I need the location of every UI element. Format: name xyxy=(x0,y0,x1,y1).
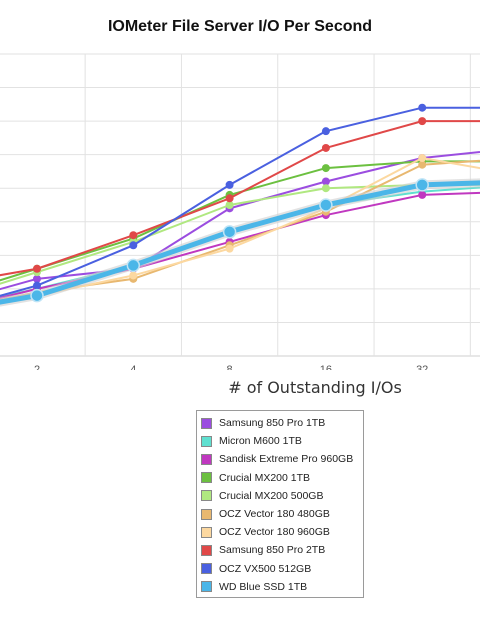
legend-label: Samsung 850 Pro 2TB xyxy=(219,544,326,557)
data-point xyxy=(129,271,138,280)
data-point xyxy=(415,178,429,192)
legend-label: OCZ VX500 512GB xyxy=(219,562,312,575)
legend-item: WD Blue SSD 1TB xyxy=(201,578,363,596)
series-line xyxy=(0,180,480,305)
data-point xyxy=(321,143,330,152)
data-point xyxy=(321,184,330,193)
series-micron-m600-1tb xyxy=(0,186,480,298)
legend-item: Sandisk Extreme Pro 960GB xyxy=(201,450,363,468)
series-sandisk-extreme-pro-960gb xyxy=(0,190,480,299)
data-point xyxy=(321,164,330,173)
series-samsung-850-pro-2tb xyxy=(0,117,480,277)
legend-label: Micron M600 1TB xyxy=(219,435,302,448)
data-point xyxy=(126,258,141,273)
legend-label: Crucial MX200 500GB xyxy=(219,489,324,502)
legend-swatch xyxy=(201,563,212,575)
data-point xyxy=(33,264,41,273)
data-point xyxy=(418,117,427,126)
data-point xyxy=(319,198,333,212)
chart-title: IOMeter File Server I/O Per Second xyxy=(107,18,373,35)
data-point xyxy=(129,231,138,240)
legend: Samsung 850 Pro 1TB Micron M600 1TB Sandis… xyxy=(196,410,364,598)
series-lines xyxy=(0,103,480,307)
legend-swatch xyxy=(201,417,212,429)
x-tick-label: 16 xyxy=(320,364,332,370)
legend-item: Micron M600 1TB xyxy=(201,432,363,450)
data-point xyxy=(33,274,41,283)
legend-swatch xyxy=(201,490,212,502)
data-point xyxy=(225,201,234,209)
data-point xyxy=(225,194,234,203)
legend-item: Crucial MX200 1TB xyxy=(201,469,363,487)
x-tick-label: 4 xyxy=(130,364,136,370)
data-point xyxy=(225,244,234,253)
data-point xyxy=(225,180,234,189)
x-tick-label: 8 xyxy=(227,364,233,370)
grid-lines xyxy=(0,53,480,357)
line-chart: 2 4 8 16 32 xyxy=(0,53,480,370)
legend-swatch xyxy=(201,581,212,593)
legend-swatch xyxy=(201,508,212,520)
x-axis-label: # of Outstanding I/Os xyxy=(228,378,402,397)
series-ocz-vx500-512gb xyxy=(0,103,480,297)
series-wd-blue-ssd-1tb xyxy=(0,178,480,307)
data-point xyxy=(418,103,427,112)
legend-swatch xyxy=(201,435,212,447)
legend-swatch xyxy=(201,472,212,484)
data-point xyxy=(321,177,330,186)
legend-item: Samsung 850 Pro 2TB xyxy=(201,541,363,559)
data-point xyxy=(222,225,237,239)
data-point xyxy=(321,127,330,136)
legend-label: OCZ Vector 180 480GB xyxy=(219,508,330,521)
legend-item: OCZ Vector 180 960GB xyxy=(201,523,363,541)
data-point xyxy=(33,281,41,290)
data-point xyxy=(418,190,427,199)
legend-label: Crucial MX200 1TB xyxy=(219,471,311,484)
legend-swatch xyxy=(201,453,212,465)
legend-label: OCZ Vector 180 960GB xyxy=(219,526,330,539)
data-point xyxy=(129,241,138,250)
data-point xyxy=(418,160,427,169)
series-line-shadow xyxy=(0,178,480,307)
legend-swatch xyxy=(201,544,212,556)
x-tick-label: 32 xyxy=(416,364,428,370)
legend-item: OCZ VX500 512GB xyxy=(201,560,363,578)
legend-label: WD Blue SSD 1TB xyxy=(219,580,308,593)
x-tick-label: 2 xyxy=(34,364,40,370)
x-tick-labels: 2 4 8 16 32 xyxy=(34,364,428,370)
data-point xyxy=(30,288,44,303)
data-point xyxy=(418,154,427,163)
legend-label: Sandisk Extreme Pro 960GB xyxy=(219,453,354,466)
legend-item: Samsung 850 Pro 1TB xyxy=(201,414,363,432)
legend-item: Crucial MX200 500GB xyxy=(201,487,363,505)
legend-label: Samsung 850 Pro 1TB xyxy=(219,417,326,430)
series-line xyxy=(0,157,480,305)
legend-swatch xyxy=(201,526,212,538)
legend-item: OCZ Vector 180 480GB xyxy=(201,505,363,523)
series-line xyxy=(0,191,480,299)
